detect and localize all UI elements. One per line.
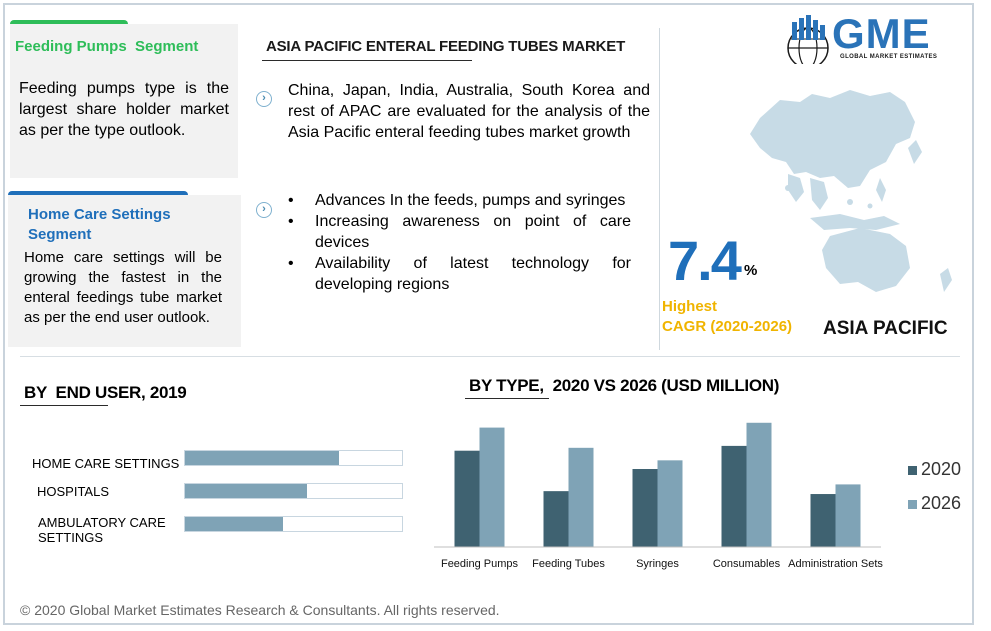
section-divider xyxy=(20,356,960,357)
market-title: ASIA PACIFIC ENTERAL FEEDING TUBES MARKE… xyxy=(266,38,626,55)
category-tick-label: Feeding Pumps xyxy=(441,558,519,570)
end-user-label: HOSPITALS xyxy=(37,484,110,499)
category-tick-label: Syringes xyxy=(636,558,679,570)
end-user-bar xyxy=(185,517,283,531)
type-bar-chart: Feeding Pumps Feeding Tubes Syringes Consum… xyxy=(434,422,883,570)
legend-label-2020: 2020 xyxy=(921,459,962,479)
bar-2026 xyxy=(479,427,505,547)
bar-2026 xyxy=(568,447,594,547)
copyright-footer: © 2020 Global Market Estimates Research … xyxy=(20,602,500,618)
end-user-title-underline xyxy=(20,405,108,406)
gme-logo: GME GLOBAL MARKET ESTIMATES xyxy=(782,10,962,69)
category-tick-label: Consumables xyxy=(713,558,781,570)
end-user-title: BY END USER, 2019 xyxy=(24,383,187,402)
feeding-pumps-card: Feeding Pumps Segment Feeding pumps type… xyxy=(10,24,238,178)
home-care-card: Home Care Settings Segment Home care set… xyxy=(8,195,241,347)
legend-swatch-2020 xyxy=(908,466,917,475)
infographic-frame xyxy=(3,3,974,625)
end-user-bar xyxy=(185,451,340,465)
end-user-bar-track xyxy=(184,450,403,466)
end-user-label: HOME CARE SETTINGS xyxy=(32,456,180,471)
cagr-label-2: CAGR (2020-2026) xyxy=(662,318,793,335)
chevron-right-icon: › xyxy=(256,202,272,218)
end-user-bar xyxy=(185,484,307,498)
by-type-title-underline xyxy=(465,398,549,399)
by-type-title: BY TYPE, 2020 VS 2026 (USD MILLION) xyxy=(469,376,780,395)
vertical-divider xyxy=(659,28,660,350)
homecare-card-title-1: Home Care Settings xyxy=(28,206,171,223)
cagr-value: 7.4 xyxy=(668,229,742,292)
driver-item: Advances In the feeds, pumps and syringe… xyxy=(288,190,631,211)
bar-2020 xyxy=(721,445,747,547)
region-label: ASIA PACIFIC xyxy=(823,318,948,339)
bar-2020 xyxy=(810,494,836,547)
market-paragraph: China, Japan, India, Australia, South Ko… xyxy=(288,82,650,141)
end-user-bar-track xyxy=(184,483,403,499)
logo-text: GME xyxy=(832,10,931,57)
homecare-card-title-2: Segment xyxy=(28,226,92,243)
bar-2026 xyxy=(835,484,861,547)
end-user-bar-track xyxy=(184,516,403,532)
bar-2026 xyxy=(746,422,772,547)
bar-2026 xyxy=(657,460,683,547)
bar-2020 xyxy=(454,450,480,547)
category-tick-label: Feeding Tubes xyxy=(532,558,605,570)
bar-2020 xyxy=(632,469,658,547)
end-user-label: AMBULATORY CARE SETTINGS xyxy=(38,515,166,545)
bar-2020 xyxy=(543,491,569,547)
cagr-label-1: Highest xyxy=(662,298,718,315)
homecare-card-body: Home care settings will be growing the f… xyxy=(24,249,222,326)
chevron-right-icon: › xyxy=(256,91,272,107)
legend-swatch-2026 xyxy=(908,500,917,509)
category-tick-label: Administration Sets xyxy=(788,558,883,570)
market-drivers-list: Advances In the feeds, pumps and syringe… xyxy=(288,190,631,295)
cagr-unit: % xyxy=(744,262,758,279)
feeding-card-body: Feeding pumps type is the largest share … xyxy=(19,80,229,139)
market-title-underline xyxy=(262,60,472,61)
driver-item: Increasing awareness on point of care de… xyxy=(288,211,631,253)
driver-item: Availability of latest technology for de… xyxy=(288,253,631,295)
feeding-card-title: Feeding Pumps Segment xyxy=(15,38,199,55)
logo-subtitle: GLOBAL MARKET ESTIMATES xyxy=(840,54,938,60)
legend-label-2026: 2026 xyxy=(921,493,962,513)
asia-pacific-map xyxy=(750,90,952,292)
